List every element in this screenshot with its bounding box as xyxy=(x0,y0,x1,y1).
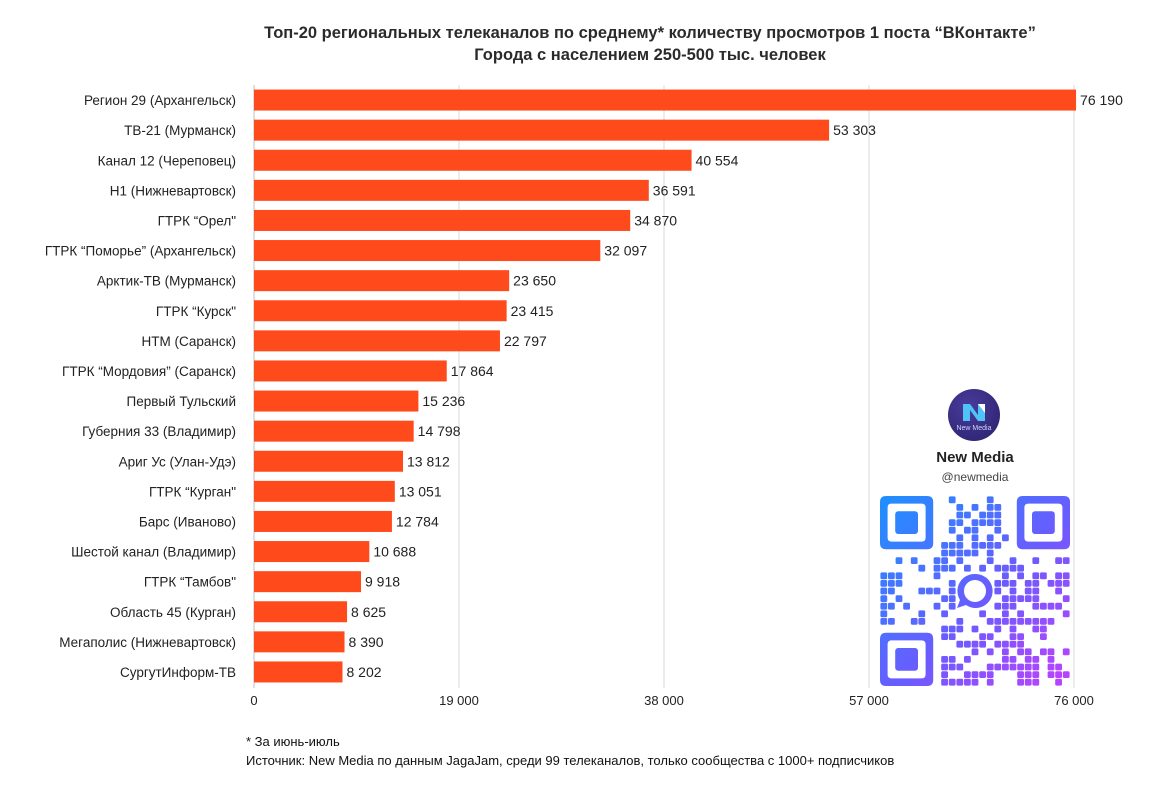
x-tick-label: 19 000 xyxy=(439,693,479,708)
category-label: ГТРК “Курск" xyxy=(156,304,236,319)
category-label: ГТРК “Орел" xyxy=(158,213,237,228)
category-label: ГТРК “Поморье” (Архангельск) xyxy=(45,244,236,259)
category-label: Область 45 (Курган) xyxy=(110,605,236,620)
source-note: Источник: New Media по данным JagaJam, с… xyxy=(246,753,895,768)
data-label: 22 797 xyxy=(504,333,547,349)
data-label: 34 870 xyxy=(634,212,677,228)
category-label: Первый Тульский xyxy=(127,394,236,409)
data-label: 32 097 xyxy=(604,243,647,259)
brand-name: New Media xyxy=(936,449,1014,466)
data-label: 36 591 xyxy=(653,182,696,198)
bar xyxy=(254,240,601,262)
bar xyxy=(254,480,395,502)
qr-code-icon xyxy=(880,496,1070,686)
data-label: 8 625 xyxy=(351,604,386,620)
bar xyxy=(254,209,631,231)
brand-handle: @newmedia xyxy=(941,470,1009,484)
data-label: 8 390 xyxy=(349,634,384,650)
data-label: 76 190 xyxy=(1080,92,1123,108)
bar-chart: 0 19 000 38 000 57 000 76 000 Регион 29 (Арха… xyxy=(45,85,1123,708)
category-label: ГТРК “Мордовия” (Саранск) xyxy=(62,364,236,379)
category-label: ТВ-21 (Мурманск) xyxy=(124,123,236,138)
bar xyxy=(254,89,1077,111)
category-label: ГТРК “Тамбов" xyxy=(144,575,236,590)
category-label: Шестой канал (Владимир) xyxy=(71,545,236,560)
data-label: 10 688 xyxy=(373,544,416,560)
category-label: СургутИнформ-ТВ xyxy=(120,665,236,680)
category-label: Канал 12 (Череповец) xyxy=(98,153,236,168)
category-label: Ариг Ус (Улан-Удэ) xyxy=(119,454,236,469)
bar xyxy=(254,631,345,653)
bar xyxy=(254,450,404,472)
data-label: 23 650 xyxy=(513,273,556,289)
data-label: 13 812 xyxy=(407,453,450,469)
category-label: Н1 (Нижневартовск) xyxy=(110,183,236,198)
bar xyxy=(254,179,649,201)
bar xyxy=(254,571,362,593)
bar xyxy=(254,149,692,171)
x-tick-label: 76 000 xyxy=(1054,693,1094,708)
logo-caption: New Media xyxy=(956,425,992,432)
logo-mark-icon xyxy=(963,404,985,421)
bar xyxy=(254,300,507,322)
bar xyxy=(254,510,392,532)
bar xyxy=(254,330,500,352)
category-label: Арктик-ТВ (Мурманск) xyxy=(97,274,236,289)
x-tick-label: 57 000 xyxy=(849,693,889,708)
bar xyxy=(254,270,510,292)
category-label: Мегаполис (Нижневартовск) xyxy=(59,635,236,650)
data-label: 15 236 xyxy=(422,393,465,409)
x-tick-label: 0 xyxy=(250,693,257,708)
category-label: Регион 29 (Архангельск) xyxy=(84,93,236,108)
bar xyxy=(254,119,830,141)
data-label: 9 918 xyxy=(365,574,400,590)
data-label: 23 415 xyxy=(511,303,554,319)
bar xyxy=(254,541,370,563)
data-label: 12 784 xyxy=(396,513,439,529)
footnote: * За июнь-июль xyxy=(246,734,340,749)
data-label: 13 051 xyxy=(399,483,442,499)
category-label: Губерния 33 (Владимир) xyxy=(82,424,236,439)
bar xyxy=(254,661,343,683)
data-label: 8 202 xyxy=(346,664,381,680)
brand-logo: New Media xyxy=(948,389,1000,441)
bar xyxy=(254,420,414,442)
data-label: 14 798 xyxy=(418,423,461,439)
bar xyxy=(254,601,348,623)
chart-subtitle: Города с населением 250-500 тыс. человек xyxy=(474,46,826,64)
bar xyxy=(254,360,447,382)
category-label: ГТРК “Курган" xyxy=(149,484,236,499)
chart-title: Топ-20 региональных телеканалов по средн… xyxy=(264,24,1036,42)
category-label: Барс (Иваново) xyxy=(139,514,236,529)
category-label: НТМ (Саранск) xyxy=(141,334,236,349)
data-label: 40 554 xyxy=(696,152,739,168)
data-label: 53 303 xyxy=(833,122,876,138)
bar xyxy=(254,390,419,412)
x-tick-label: 38 000 xyxy=(644,693,684,708)
data-label: 17 864 xyxy=(451,363,494,379)
